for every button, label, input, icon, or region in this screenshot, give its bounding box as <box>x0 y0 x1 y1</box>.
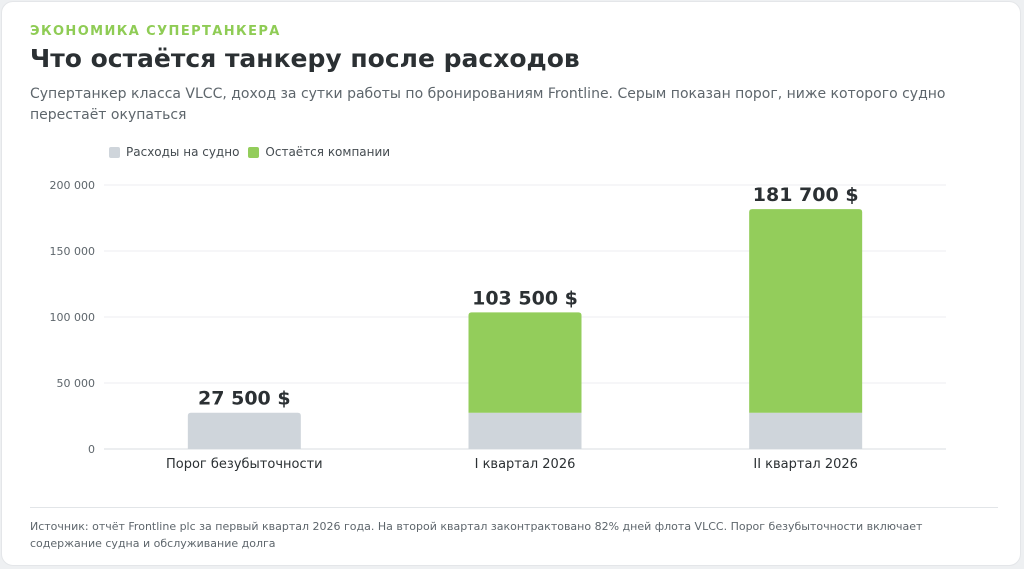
x-category-label: I квартал 2026 <box>475 457 576 472</box>
bar-segment-expenses <box>468 412 582 449</box>
bar-segment-expenses <box>749 412 863 449</box>
legend-swatch-expenses <box>109 146 120 158</box>
bar-segment-remainder <box>468 312 582 413</box>
y-tick-label: 100 000 <box>50 311 96 324</box>
bar-value-label: 103 500 $ <box>472 287 578 309</box>
x-category-label: Порог безубыточности <box>166 457 323 472</box>
legend-label-remainder: Остаётся компании <box>265 145 391 159</box>
bar-value-label: 181 700 $ <box>753 184 859 206</box>
bar-segment-remainder <box>749 209 863 413</box>
bar-value-label: 27 500 $ <box>198 388 291 410</box>
y-tick-label: 200 000 <box>50 179 96 192</box>
page-title: Что остаётся танкеру после расходов <box>30 44 580 73</box>
bar-segment-expenses <box>187 412 301 449</box>
page-subtitle: Супертанкер класса VLCC, доход за сутки … <box>30 86 946 123</box>
legend-item-remainder: Остаётся компании <box>248 145 390 159</box>
legend-swatch-remainder <box>248 146 260 158</box>
legend-item-expenses: Расходы на судно <box>109 145 239 159</box>
x-category-label: II квартал 2026 <box>753 457 858 472</box>
source-footnote: Источник: отчёт Frontline plc за первый … <box>30 520 923 550</box>
y-tick-label: 50 000 <box>57 377 96 390</box>
legend-label-expenses: Расходы на судно <box>126 145 240 159</box>
y-tick-label: 0 <box>88 443 95 456</box>
eyebrow-label: ЭКОНОМИКА СУПЕРТАНКЕРА <box>30 24 281 39</box>
y-tick-label: 150 000 <box>50 245 96 258</box>
chart-legend: Расходы на судно Остаётся компании <box>109 145 399 159</box>
footer-divider <box>30 507 998 508</box>
